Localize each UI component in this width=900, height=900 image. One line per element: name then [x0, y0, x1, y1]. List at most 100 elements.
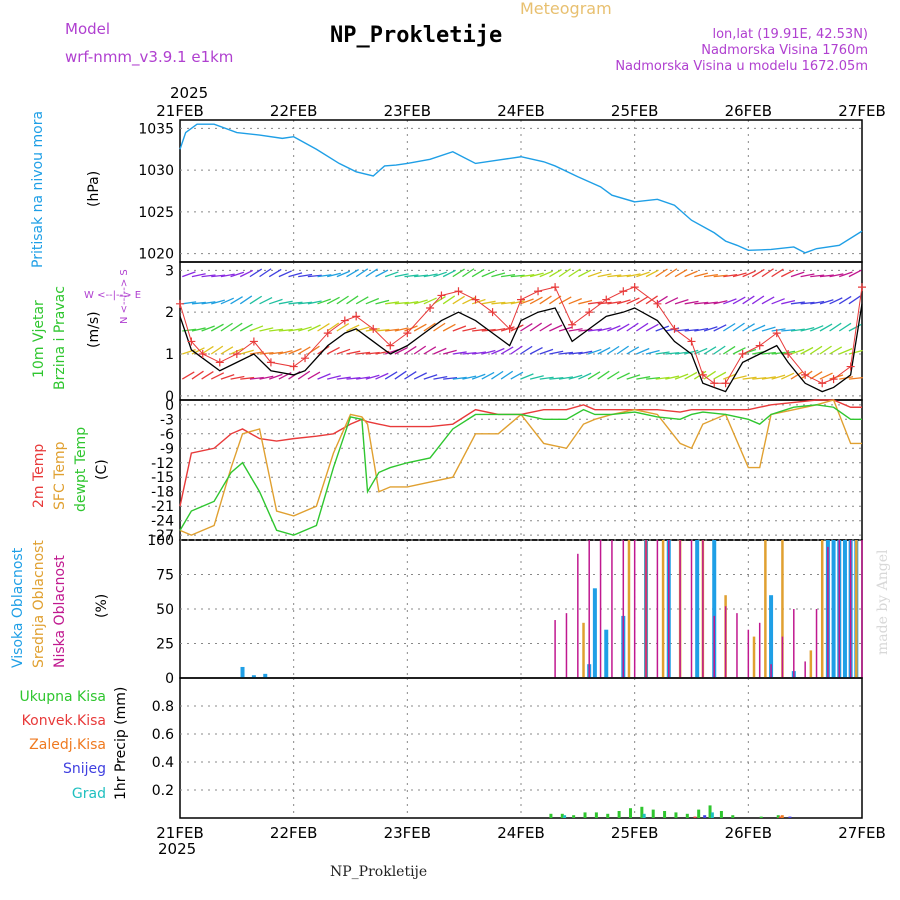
wind-arrow — [220, 374, 235, 380]
wind-arrow — [645, 376, 661, 380]
wind-arrow — [616, 345, 629, 355]
wind-arrow — [520, 274, 535, 278]
dewpoint-line — [179, 404, 862, 536]
wind-arrow — [761, 268, 774, 278]
wind-arrow — [356, 376, 371, 380]
wind-arrow — [501, 301, 516, 305]
y-tick-label: 0.8 — [152, 699, 174, 715]
wind-arrow — [442, 323, 456, 332]
wind-arrow — [703, 301, 718, 305]
wind-arrow — [655, 376, 670, 380]
panel-frame — [179, 677, 863, 819]
wind-arrow — [539, 295, 552, 305]
wind-arrow — [607, 345, 620, 355]
bottom-tick-label: 24FEB — [497, 824, 544, 842]
wind-arrow — [742, 323, 755, 332]
wind-arrow — [616, 274, 632, 278]
wind-arrow — [356, 351, 371, 355]
y-tick-label: 1020 — [138, 247, 174, 263]
wind-arrow — [597, 347, 611, 355]
wind-arrow — [694, 301, 709, 305]
wind-arrow — [288, 328, 303, 332]
y-tick-label: -15 — [151, 470, 174, 486]
wind-arrow — [220, 273, 235, 278]
wind-arrow — [201, 370, 214, 380]
wind-arrow — [423, 346, 437, 355]
wind-arrow — [336, 323, 350, 332]
wind-arrow — [375, 269, 389, 278]
wind-arrow — [491, 272, 506, 278]
low-cloud-bar — [747, 629, 750, 678]
wind-arrow — [365, 268, 378, 278]
y-tick-label: 0 — [165, 398, 174, 414]
precip-ice-bar — [780, 815, 784, 818]
graupel-bar — [642, 813, 646, 818]
panel-4: 0.2 0.4 0.6 0.8 — [152, 677, 863, 819]
gust-marker — [232, 350, 241, 358]
wind-arrow — [491, 370, 504, 380]
wind-arrow — [742, 295, 755, 305]
precip-total-bar — [651, 809, 655, 818]
wind-arrow — [375, 328, 390, 332]
wind-arrow — [182, 349, 196, 355]
wind-arrow — [191, 370, 204, 380]
model-label: Model — [65, 20, 110, 38]
gust-marker — [340, 316, 349, 325]
wind-arrow — [462, 327, 477, 332]
wind-arrow — [539, 270, 553, 278]
low-cloud-bar — [690, 540, 693, 678]
coords-label: lon,lat (19.91E, 42.53N) — [712, 27, 868, 42]
cloud-low-label: Niska Oblacnost — [52, 555, 68, 668]
wind-arrow — [819, 299, 834, 305]
wind-arrow — [790, 371, 804, 380]
wind-arrow — [529, 375, 544, 380]
wind-arrow — [800, 273, 815, 278]
wind-arrow — [568, 268, 581, 278]
made-by-label: made by Angel — [875, 549, 891, 655]
wind-arrow — [298, 301, 313, 305]
wind-arrow — [346, 324, 360, 332]
wind-arrow — [578, 299, 593, 305]
wind-arrow — [211, 274, 226, 278]
wind-arrow — [268, 268, 282, 278]
high-cloud-bar — [769, 595, 774, 678]
low-cloud-bar — [554, 620, 556, 678]
precip-conv-bar — [693, 816, 697, 818]
wind-arrow — [394, 273, 409, 278]
wind-arrow — [771, 328, 786, 332]
wind-arrow — [751, 268, 765, 278]
wind-arrow — [674, 351, 689, 355]
snow-label: Snijeg — [63, 761, 106, 777]
wind-arrow — [645, 269, 659, 278]
wind-arrow — [510, 274, 525, 278]
wind-arrow — [394, 327, 409, 332]
wind-arrow — [732, 347, 746, 355]
top-axis-ticks: 21FEB 22FEB 23FEB 24FEB 25FEB 26FEB 27FEB — [156, 102, 885, 120]
wind-arrow — [201, 325, 215, 332]
low-cloud-bar — [861, 540, 863, 678]
wind-arrow — [384, 271, 399, 278]
wind-arrow — [781, 299, 796, 305]
wind-arrow — [848, 349, 863, 355]
top-tick-label: 25FEB — [611, 102, 658, 120]
wind-arrow — [664, 268, 678, 278]
gust-marker — [505, 324, 514, 333]
gust-marker — [858, 283, 866, 292]
wind-arrow — [781, 328, 796, 332]
wind-arrow — [365, 374, 380, 380]
high-cloud-bar — [240, 666, 245, 678]
wind-arrow — [520, 345, 533, 355]
gust-marker — [369, 324, 378, 333]
bottom-tick-label: 26FEB — [725, 824, 772, 842]
y-tick-label: 25 — [156, 637, 174, 653]
wind-arrow — [790, 348, 805, 355]
low-cloud-bar — [713, 615, 715, 678]
wind-arrow — [385, 328, 400, 332]
wind-arrow — [684, 328, 699, 332]
wind-unit: (m/s) — [86, 311, 102, 348]
gust-marker — [517, 295, 525, 304]
wind-arrow — [481, 349, 496, 355]
wind-arrow — [394, 301, 409, 305]
wind-arrow — [442, 349, 457, 355]
wind-arrow — [442, 295, 456, 305]
